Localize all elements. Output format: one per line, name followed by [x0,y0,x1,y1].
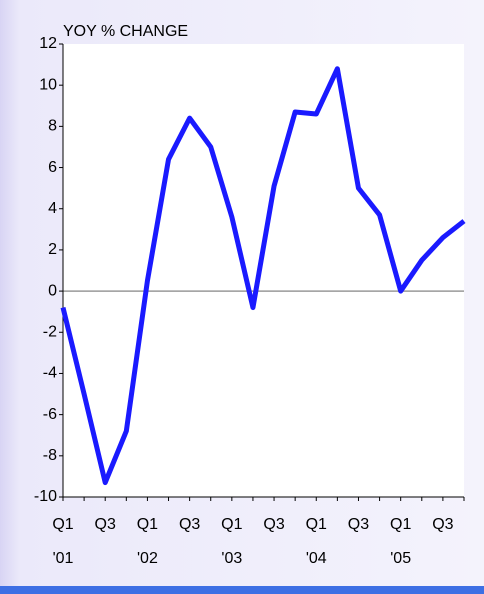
bottom-bar [0,586,484,594]
y-tick-label: 2 [48,241,57,258]
x-tick-label: Q1 '01 [52,516,73,567]
x-tick-label-line: Q1 [52,516,73,533]
x-tick-label: Q3 [348,516,369,533]
y-tick-label: -4 [43,365,57,382]
x-tick-label: Q3 [432,516,453,533]
x-tick-label: Q3 [179,516,200,533]
x-tick-label-line: '04 [306,550,327,567]
x-tick-label: Q1 '04 [306,516,327,567]
x-tick-label: Q1 '03 [221,516,242,567]
y-tick-label: -8 [43,447,57,464]
y-tick-label: -2 [43,323,57,340]
x-tick-label-line: Q1 [306,516,327,533]
x-tick-label-line: '03 [221,550,242,567]
x-tick-label-line: Q1 [137,516,158,533]
y-tick-label: 8 [48,118,57,135]
x-tick-label-line: '01 [53,550,74,567]
y-tick-label: 12 [39,35,57,52]
plot-area [63,44,464,497]
y-tick-label: -6 [43,406,57,423]
x-tick-label-line: '02 [137,550,158,567]
y-tick-label: 4 [48,200,57,217]
x-tick-label-line: Q1 [390,516,411,533]
x-tick-label-line: Q1 [221,516,242,533]
line-series [60,66,466,486]
y-tick-label: 10 [39,76,57,93]
y-tick-label: 0 [48,282,57,299]
x-tick-label: Q3 [263,516,284,533]
y-axis-label: YOY % CHANGE [63,23,188,40]
x-tick-label: Q3 [95,516,116,533]
y-tick-label: -10 [34,488,57,505]
x-tick-label-line: '05 [390,550,411,567]
x-tick-label: Q1 '02 [137,516,158,567]
x-tick-label: Q1 '05 [390,516,411,567]
y-tick-label: 6 [48,159,57,176]
